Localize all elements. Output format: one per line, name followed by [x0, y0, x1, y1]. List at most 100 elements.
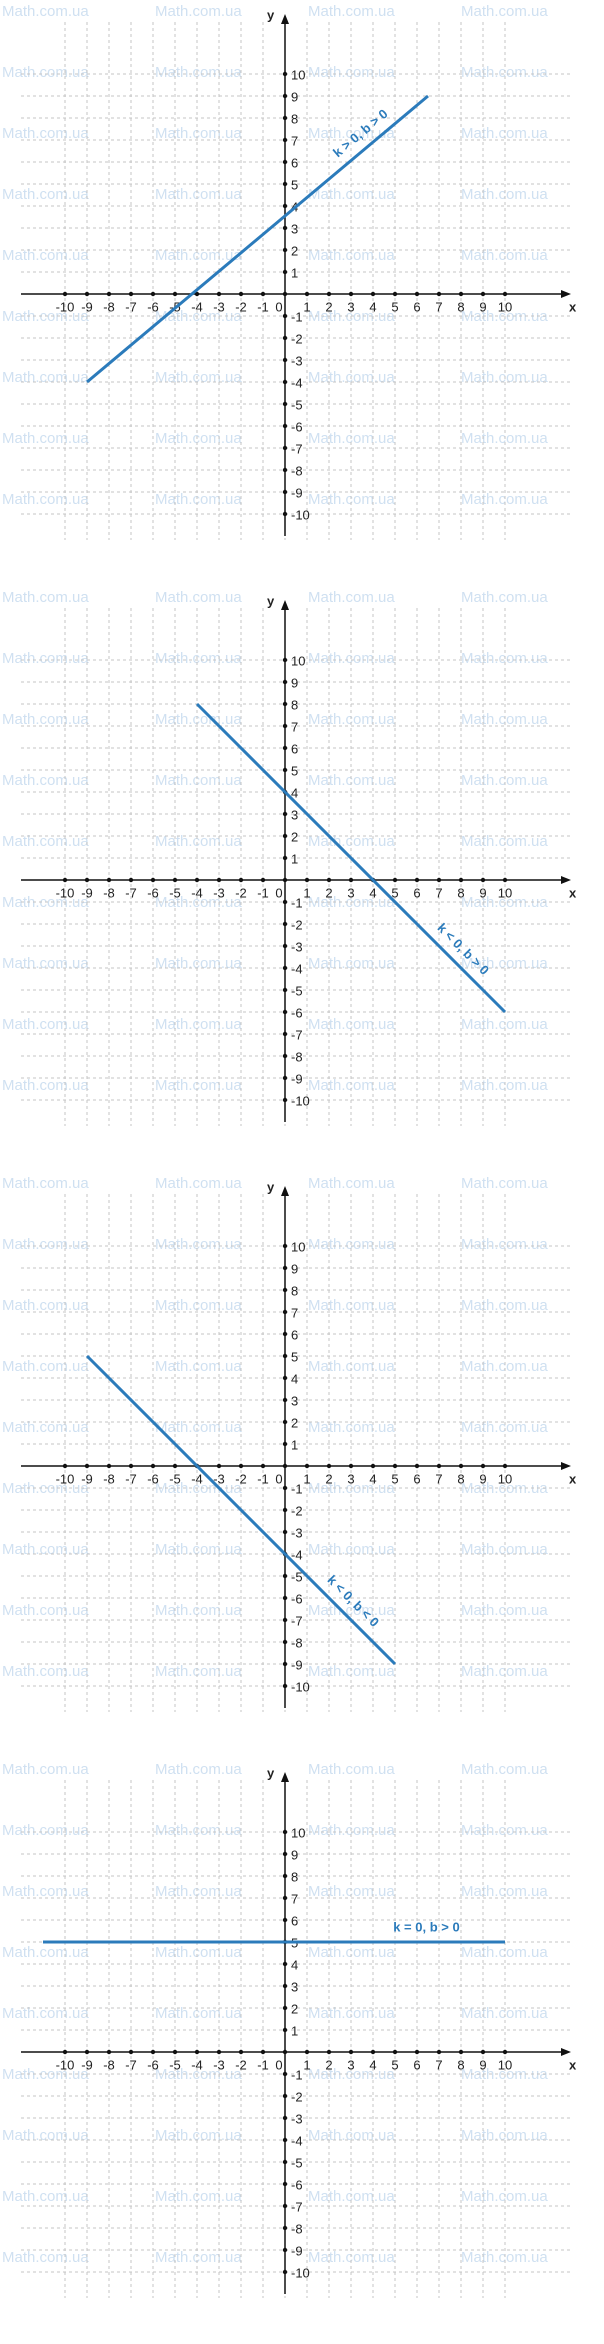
- x-tick: [414, 877, 420, 883]
- y-tick: [282, 657, 288, 663]
- y-arrow: [281, 600, 289, 610]
- x-tick-label: 1: [303, 885, 310, 900]
- y-axis-label: y: [267, 1179, 275, 1194]
- y-tick-label: -1: [291, 1481, 303, 1496]
- x-tick-label: -4: [191, 1471, 203, 1486]
- x-tick: [216, 1463, 222, 1469]
- x-tick-label: 10: [498, 885, 512, 900]
- y-tick: [282, 2225, 288, 2231]
- watermark: Math.com.ua: [461, 125, 548, 142]
- watermark: Math.com.ua: [2, 1236, 89, 1253]
- y-tick-label: 7: [291, 1891, 298, 1906]
- x-tick: [172, 1463, 178, 1469]
- x-tick-label: -4: [191, 885, 203, 900]
- x-tick-label: 9: [479, 1471, 486, 1486]
- x-tick-label: 8: [457, 885, 464, 900]
- x-tick: [282, 291, 288, 297]
- y-tick-label: 8: [291, 697, 298, 712]
- watermark: Math.com.ua: [2, 64, 89, 81]
- x-tick: [150, 1463, 156, 1469]
- watermark: Math.com.ua: [308, 1077, 395, 1094]
- x-tick-label: 6: [413, 885, 420, 900]
- watermark: Math.com.ua: [155, 247, 242, 264]
- x-tick: [216, 2049, 222, 2055]
- x-tick-label: 3: [347, 2057, 354, 2072]
- x-tick: [480, 2049, 486, 2055]
- x-tick-label: -6: [147, 1471, 159, 1486]
- x-tick-label: 4: [369, 2057, 376, 2072]
- watermark: Math.com.ua: [2, 1541, 89, 1558]
- y-tick: [282, 2247, 288, 2253]
- x-tick-label: -7: [125, 299, 137, 314]
- x-tick-label: 10: [498, 299, 512, 314]
- x-tick-label: -6: [147, 2057, 159, 2072]
- y-axis-label: y: [267, 1765, 275, 1780]
- y-tick-label: -7: [291, 1613, 303, 1628]
- y-tick-label: -2: [291, 1503, 303, 1518]
- y-tick-label: -7: [291, 441, 303, 456]
- y-tick-label: 10: [291, 1239, 305, 1254]
- y-tick-label: 1: [291, 851, 298, 866]
- y-tick: [282, 203, 288, 209]
- watermark: Math.com.ua: [308, 2127, 395, 2144]
- y-tick-label: 4: [291, 1371, 298, 1386]
- watermark: Math.com.ua: [2, 1016, 89, 1033]
- y-tick: [282, 1851, 288, 1857]
- y-tick-label: 6: [291, 741, 298, 756]
- watermark: Math.com.ua: [155, 1480, 242, 1497]
- watermark: Math.com.ua: [461, 491, 548, 508]
- x-tick: [62, 877, 68, 883]
- x-tick: [458, 291, 464, 297]
- x-tick-label: 7: [435, 1471, 442, 1486]
- watermark: Math.com.ua: [155, 772, 242, 789]
- x-tick: [502, 2049, 508, 2055]
- y-tick: [282, 401, 288, 407]
- y-tick: [282, 423, 288, 429]
- y-tick-label: 4: [291, 1957, 298, 1972]
- watermark: Math.com.ua: [155, 1358, 242, 1375]
- y-tick: [282, 943, 288, 949]
- watermark: Math.com.ua: [2, 650, 89, 667]
- watermark: Math.com.ua: [308, 3, 395, 20]
- y-tick: [282, 225, 288, 231]
- x-tick-label: -1: [257, 1471, 269, 1486]
- watermark: Math.com.ua: [155, 2127, 242, 2144]
- x-tick-label: -4: [191, 2057, 203, 2072]
- y-tick-label: 9: [291, 1847, 298, 1862]
- y-tick-label: -4: [291, 961, 303, 976]
- watermark: Math.com.ua: [2, 1663, 89, 1680]
- watermark: Math.com.ua: [308, 247, 395, 264]
- watermark: Math.com.ua: [308, 2005, 395, 2022]
- y-tick: [282, 1441, 288, 1447]
- x-tick: [106, 291, 112, 297]
- watermark: Math.com.ua: [461, 1761, 548, 1778]
- watermark: Math.com.ua: [461, 1944, 548, 1961]
- x-tick-label: 7: [435, 885, 442, 900]
- x-tick: [128, 2049, 134, 2055]
- y-tick-label: -3: [291, 2111, 303, 2126]
- x-axis-label: x: [569, 1471, 577, 1486]
- x-tick: [392, 2049, 398, 2055]
- y-tick-label: 2: [291, 1415, 298, 1430]
- x-tick-label: -1: [257, 885, 269, 900]
- y-arrow: [281, 14, 289, 24]
- y-tick: [282, 159, 288, 165]
- y-tick: [282, 833, 288, 839]
- x-tick-label: -10: [56, 2057, 75, 2072]
- watermark: Math.com.ua: [308, 64, 395, 81]
- watermark: Math.com.ua: [461, 1358, 548, 1375]
- y-tick: [282, 379, 288, 385]
- x-tick-label: 1: [303, 2057, 310, 2072]
- x-tick: [106, 1463, 112, 1469]
- watermark: Math.com.ua: [155, 1175, 242, 1192]
- y-tick-label: 8: [291, 111, 298, 126]
- x-tick: [238, 291, 244, 297]
- x-tick-label: -8: [103, 1471, 115, 1486]
- x-axis-label: x: [569, 299, 577, 314]
- y-tick: [282, 71, 288, 77]
- y-tick: [282, 2269, 288, 2275]
- y-tick: [282, 1983, 288, 1989]
- x-tick: [414, 2049, 420, 2055]
- x-tick: [370, 291, 376, 297]
- watermark: Math.com.ua: [2, 186, 89, 203]
